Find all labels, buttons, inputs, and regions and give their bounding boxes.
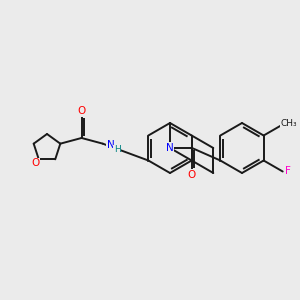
Text: N: N [166,143,174,153]
Text: H: H [114,145,121,154]
Text: O: O [32,158,40,168]
Text: CH₃: CH₃ [280,119,297,128]
Text: F: F [285,167,291,176]
Text: N: N [107,140,115,150]
Text: O: O [77,106,86,116]
Text: O: O [188,170,196,180]
